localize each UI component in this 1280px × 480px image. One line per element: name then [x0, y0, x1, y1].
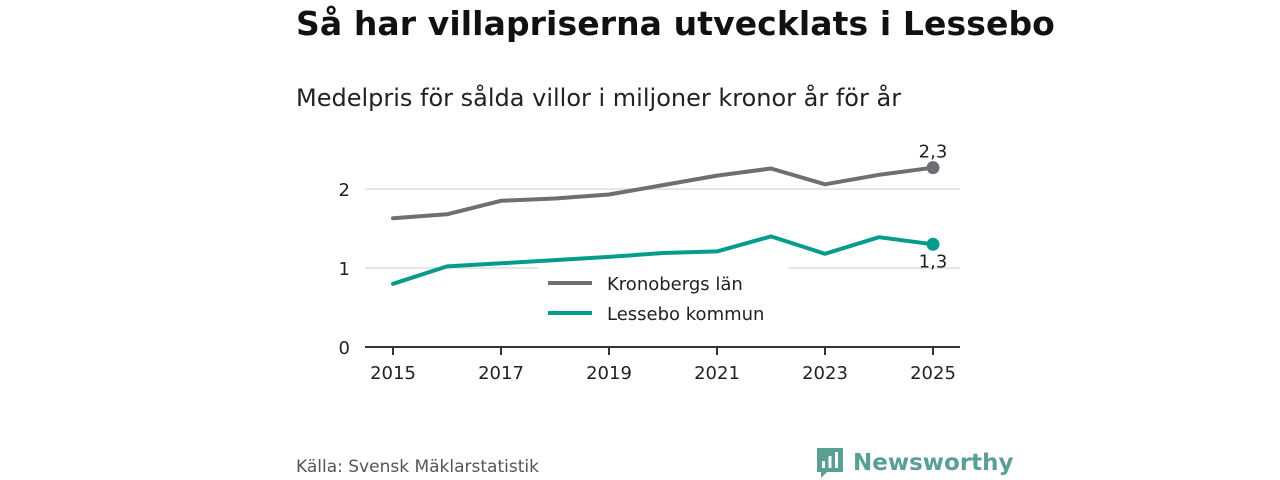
x-tick-label: 2015	[370, 363, 416, 384]
chart-title: Så har villapriserna utvecklats i Lesseb…	[296, 4, 1055, 43]
end-value-label: 2,3	[919, 142, 948, 163]
x-tick-label: 2023	[802, 363, 848, 384]
chart-subtitle: Medelpris för sålda villor i miljoner kr…	[296, 84, 902, 112]
series-line-kronobergs-lan	[391, 165, 935, 221]
y-tick-label: 0	[339, 338, 350, 359]
end-point-kronobergs-lan	[926, 161, 940, 175]
y-tick-label: 1	[339, 259, 350, 280]
brand-name: Newsworthy	[853, 450, 1014, 476]
brand-logo: Newsworthy	[815, 446, 1014, 480]
x-tick-label: 2019	[586, 363, 632, 384]
end-value-label: 1,3	[919, 251, 948, 272]
source-note: Källa: Svensk Mäklarstatistik	[296, 457, 539, 477]
legend-background	[538, 266, 788, 330]
x-tick-label: 2017	[478, 363, 524, 384]
series-line-lessebo-kommun	[391, 234, 935, 286]
newsworthy-logo-icon	[817, 448, 843, 478]
x-tick-label: 2025	[910, 363, 956, 384]
end-point-lessebo-kommun	[926, 237, 940, 251]
legend-label: Lessebo kommun	[607, 304, 764, 325]
legend-label: Kronobergs län	[607, 274, 743, 295]
y-tick-label: 2	[339, 180, 350, 201]
x-tick-label: 2021	[694, 363, 740, 384]
